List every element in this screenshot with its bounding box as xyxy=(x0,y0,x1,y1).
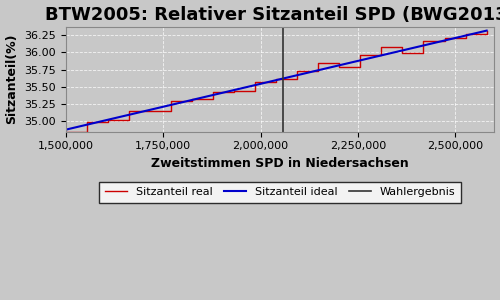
X-axis label: Zweitstimmen SPD in Niedersachsen: Zweitstimmen SPD in Niedersachsen xyxy=(151,157,409,170)
Title: BTW2005: Relativer Sitzanteil SPD (BWG2013): BTW2005: Relativer Sitzanteil SPD (BWG20… xyxy=(44,6,500,24)
Sitzanteil real xyxy=(462,36,468,40)
Sitzanteil real xyxy=(378,53,384,57)
Sitzanteil real xyxy=(168,99,174,103)
Sitzanteil ideal xyxy=(262,81,268,84)
Sitzanteil real xyxy=(420,51,426,55)
Sitzanteil real xyxy=(273,77,279,81)
Sitzanteil ideal xyxy=(313,69,319,73)
Sitzanteil ideal xyxy=(62,128,68,131)
Sitzanteil real xyxy=(252,89,258,92)
Sitzanteil real xyxy=(442,40,448,43)
Sitzanteil real xyxy=(210,91,216,94)
Sitzanteil real xyxy=(294,69,300,73)
Sitzanteil real xyxy=(168,110,174,113)
Sitzanteil real xyxy=(315,69,321,73)
Sitzanteil real xyxy=(484,32,490,36)
Line: Sitzanteil real: Sitzanteil real xyxy=(66,31,486,132)
Sitzanteil real xyxy=(442,36,448,40)
Sitzanteil real xyxy=(400,45,406,49)
Sitzanteil real xyxy=(84,120,89,124)
Line: Sitzanteil ideal: Sitzanteil ideal xyxy=(66,31,486,130)
Sitzanteil ideal xyxy=(408,47,414,50)
Sitzanteil real xyxy=(336,61,342,65)
Y-axis label: Sitzanteil(%): Sitzanteil(%) xyxy=(6,34,18,124)
Sitzanteil real xyxy=(147,110,153,113)
Sitzanteil real xyxy=(104,120,110,124)
Sitzanteil real xyxy=(231,91,237,94)
Legend: Sitzanteil real, Sitzanteil ideal, Wahlergebnis: Sitzanteil real, Sitzanteil ideal, Wahle… xyxy=(99,182,461,203)
Sitzanteil real xyxy=(84,130,89,134)
Sitzanteil real xyxy=(126,119,132,122)
Sitzanteil real xyxy=(400,51,406,55)
Sitzanteil real xyxy=(147,110,153,113)
Sitzanteil real xyxy=(336,65,342,69)
Sitzanteil real xyxy=(462,32,468,36)
Sitzanteil real xyxy=(273,80,279,83)
Sitzanteil ideal xyxy=(265,80,271,84)
Sitzanteil real xyxy=(378,45,384,49)
Sitzanteil real xyxy=(189,99,195,103)
Sitzanteil real xyxy=(484,29,490,32)
Sitzanteil real xyxy=(62,130,68,134)
Sitzanteil real xyxy=(104,119,110,122)
Sitzanteil real xyxy=(252,80,258,83)
Sitzanteil real xyxy=(315,61,321,65)
Sitzanteil real xyxy=(294,77,300,81)
Sitzanteil real xyxy=(420,40,426,43)
Sitzanteil real xyxy=(126,110,132,113)
Sitzanteil real xyxy=(231,89,237,92)
Sitzanteil real xyxy=(358,65,364,69)
Sitzanteil ideal xyxy=(290,74,296,78)
Sitzanteil real xyxy=(189,98,195,101)
Sitzanteil real xyxy=(210,98,216,101)
Sitzanteil ideal xyxy=(484,29,490,32)
Sitzanteil ideal xyxy=(474,31,480,35)
Sitzanteil real xyxy=(358,53,364,57)
